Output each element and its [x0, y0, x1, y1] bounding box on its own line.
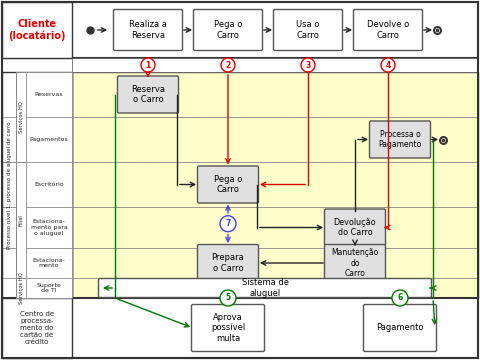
Bar — [16, 72, 26, 162]
Bar — [26, 248, 72, 278]
Text: 5: 5 — [226, 293, 230, 302]
Text: Processo nível 1: processo de aluguel de carro: Processo nível 1: processo de aluguel de… — [6, 121, 12, 249]
Text: Pagamentos: Pagamentos — [30, 137, 68, 142]
Circle shape — [301, 58, 315, 72]
Bar — [72, 72, 478, 298]
Text: Devolução
do Carro: Devolução do Carro — [334, 218, 376, 237]
Bar — [16, 72, 26, 298]
Bar — [16, 278, 26, 298]
Bar — [2, 72, 72, 298]
Bar — [26, 278, 72, 298]
Text: Pega o
Carro: Pega o Carro — [214, 175, 242, 194]
Bar — [16, 162, 26, 278]
Text: Usa o
Carro: Usa o Carro — [296, 20, 320, 40]
Text: Suporte
de TI: Suporte de TI — [36, 283, 61, 293]
FancyBboxPatch shape — [113, 9, 182, 50]
Text: Estaciona-
mento para
o aluguel: Estaciona- mento para o aluguel — [31, 219, 67, 236]
Bar — [26, 117, 72, 162]
FancyBboxPatch shape — [193, 9, 263, 50]
FancyBboxPatch shape — [363, 305, 436, 351]
Text: Filial: Filial — [19, 214, 24, 226]
Text: Manutenção
do
Carro: Manutenção do Carro — [331, 248, 379, 278]
Bar — [26, 162, 72, 207]
Text: Processa o
Pagamento: Processa o Pagamento — [378, 130, 421, 149]
Text: 3: 3 — [305, 60, 311, 69]
Text: 2: 2 — [226, 60, 230, 69]
Text: Serviços HQ: Serviços HQ — [19, 101, 24, 133]
Bar — [2, 298, 478, 358]
FancyBboxPatch shape — [353, 9, 422, 50]
FancyBboxPatch shape — [324, 209, 385, 246]
Circle shape — [141, 58, 155, 72]
Text: Pega o
Carro: Pega o Carro — [214, 20, 242, 40]
FancyBboxPatch shape — [118, 76, 179, 113]
Circle shape — [381, 58, 395, 72]
Text: 4: 4 — [385, 60, 391, 69]
Bar — [72, 58, 478, 72]
Bar — [2, 2, 478, 58]
Bar — [26, 207, 72, 248]
Text: Pagamento: Pagamento — [376, 324, 424, 333]
FancyBboxPatch shape — [324, 244, 385, 282]
Text: 6: 6 — [397, 293, 403, 302]
Text: 7: 7 — [225, 219, 231, 228]
Text: Serviços HQ: Serviços HQ — [19, 272, 24, 304]
Circle shape — [392, 290, 408, 306]
Text: Devolve o
Carro: Devolve o Carro — [367, 20, 409, 40]
Text: Reserva
o Carro: Reserva o Carro — [131, 85, 165, 104]
Text: Reservas: Reservas — [35, 92, 63, 97]
Text: Aprova
possível
multa: Aprova possível multa — [211, 313, 245, 343]
FancyBboxPatch shape — [274, 9, 343, 50]
Text: Realiza a
Reserva: Realiza a Reserva — [129, 20, 167, 40]
FancyBboxPatch shape — [370, 121, 431, 158]
Text: Prepara
o Carro: Prepara o Carro — [212, 253, 244, 273]
FancyBboxPatch shape — [197, 166, 259, 203]
FancyBboxPatch shape — [98, 279, 432, 297]
Text: Cliente
(locatário): Cliente (locatário) — [8, 19, 66, 41]
Bar — [2, 298, 72, 358]
Text: Centro de
processa-
mento do
cartão de
crédito: Centro de processa- mento do cartão de c… — [20, 311, 54, 345]
Circle shape — [220, 216, 236, 232]
FancyBboxPatch shape — [192, 305, 264, 351]
Text: Escritório: Escritório — [34, 182, 64, 187]
Text: Estaciona-
mento: Estaciona- mento — [33, 258, 65, 269]
Circle shape — [220, 290, 236, 306]
Text: Sistema de
aluguel: Sistema de aluguel — [241, 278, 288, 298]
Bar — [26, 72, 72, 117]
Circle shape — [221, 58, 235, 72]
Bar — [2, 2, 72, 58]
FancyBboxPatch shape — [197, 244, 259, 282]
Text: 1: 1 — [145, 60, 151, 69]
